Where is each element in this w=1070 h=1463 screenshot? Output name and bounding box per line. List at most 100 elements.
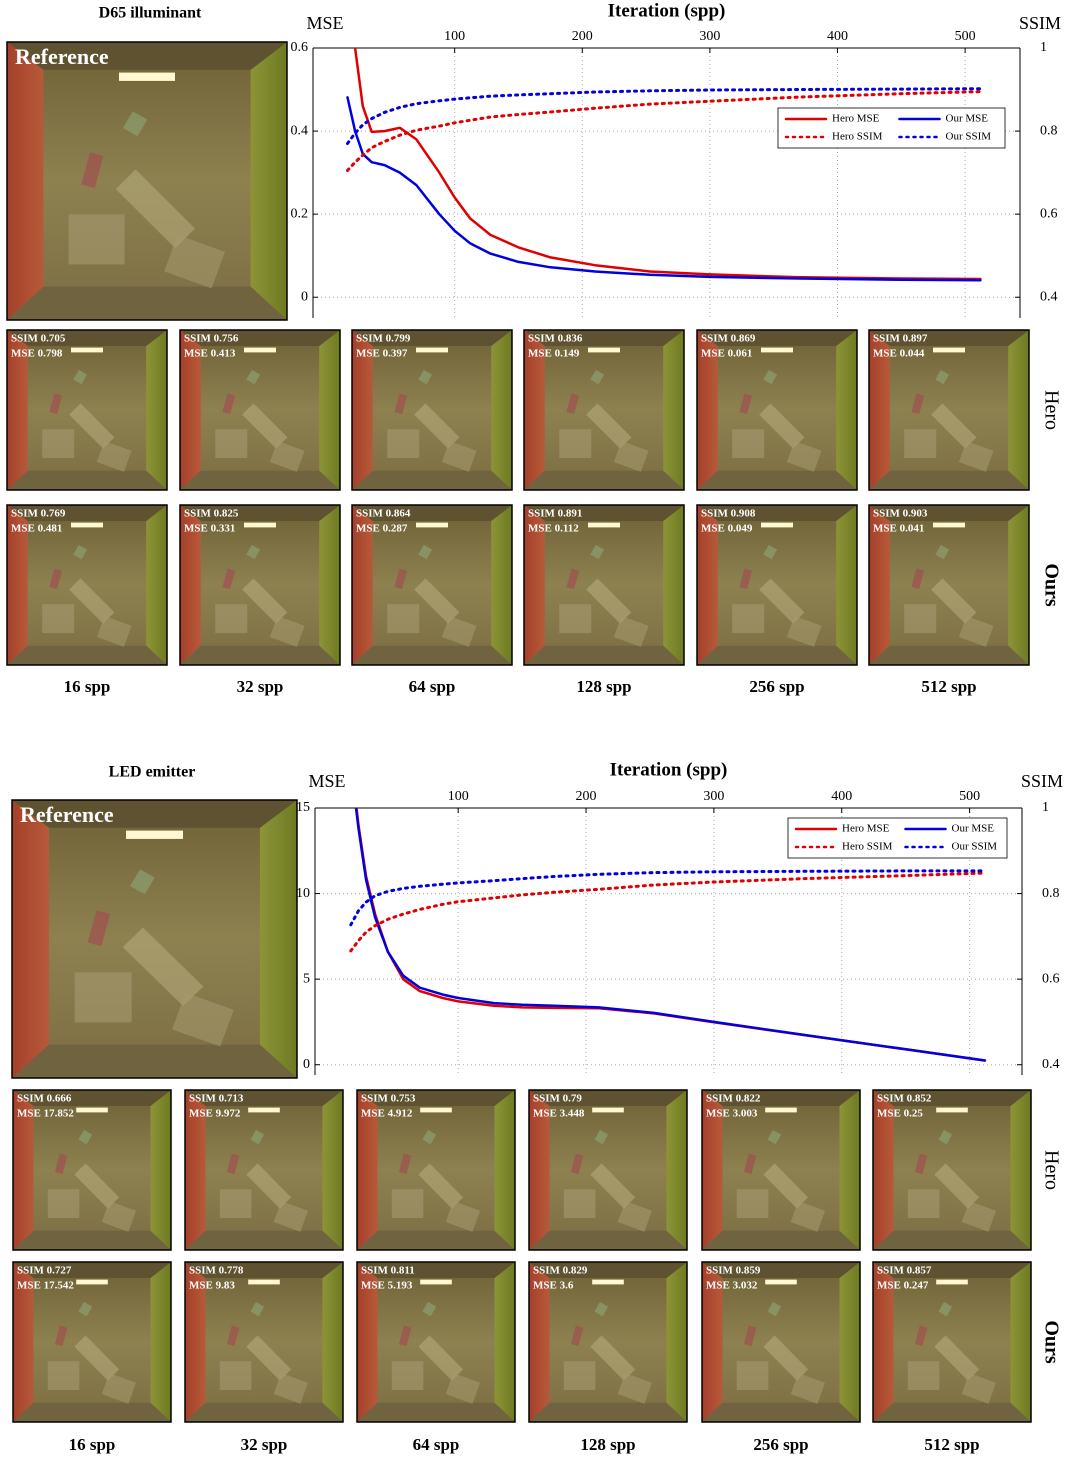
column-label: 64 spp	[413, 1435, 460, 1454]
legend-label: Our SSIM	[946, 131, 992, 143]
panel-title: LED emitter	[109, 764, 196, 781]
mse-label: MSE 0.149	[528, 348, 580, 360]
y2-tick-label: 0.4	[1040, 289, 1058, 304]
ssim-label: SSIM 0.864	[356, 508, 411, 520]
x-tick-label: 200	[572, 29, 593, 44]
column-label: 256 spp	[749, 677, 804, 696]
x-axis-title: Iteration (spp)	[608, 0, 726, 21]
ssim-label: SSIM 0.727	[17, 1265, 72, 1277]
ssim-label: SSIM 0.891	[528, 508, 582, 520]
ssim-label: SSIM 0.799	[356, 333, 411, 345]
render-image	[12, 800, 297, 1078]
y2-tick-label: 0.8	[1040, 123, 1058, 138]
mse-label: MSE 0.112	[528, 523, 579, 535]
column-label: 64 spp	[409, 677, 456, 696]
legend-label: Our MSE	[952, 823, 995, 835]
ssim-label: SSIM 0.859	[706, 1265, 761, 1277]
series-line	[351, 871, 985, 925]
legend-label: Hero MSE	[842, 823, 890, 835]
mse-label: MSE 0.041	[873, 523, 924, 535]
mse-label: MSE 0.061	[701, 348, 752, 360]
x-tick-label: 300	[699, 29, 720, 44]
legend-label: Hero SSIM	[832, 131, 883, 143]
ssim-label: SSIM 0.829	[533, 1265, 588, 1277]
x-tick-label: 500	[955, 29, 976, 44]
legend-label: Hero SSIM	[842, 841, 893, 853]
figure: D65 illuminantReferenceSSIM 0.705MSE 0.7…	[0, 0, 1070, 1463]
series-line	[351, 765, 985, 1061]
reference-label: Reference	[15, 44, 109, 69]
y2-tick-label: 0.4	[1042, 1057, 1060, 1072]
x-tick-label: 100	[444, 29, 465, 44]
column-label: 512 spp	[921, 677, 976, 696]
mse-label: MSE 0.331	[184, 523, 235, 535]
ssim-label: SSIM 0.811	[361, 1265, 415, 1277]
row-label: Ours	[1040, 563, 1062, 607]
column-label: 256 spp	[753, 1435, 808, 1454]
mse-label: MSE 0.798	[11, 348, 63, 360]
column-label: 128 spp	[576, 677, 631, 696]
ssim-label: SSIM 0.852	[877, 1093, 932, 1105]
mse-label: MSE 3.032	[706, 1280, 758, 1292]
y-tick-label: 15	[296, 800, 310, 815]
ssim-label: SSIM 0.756	[184, 333, 239, 345]
reference-label: Reference	[20, 802, 114, 827]
ssim-label: SSIM 0.778	[189, 1265, 244, 1277]
mse-label: MSE 5.193	[361, 1280, 413, 1292]
y2-axis-title: SSIM	[1019, 13, 1061, 33]
mse-label: MSE 0.044	[873, 348, 925, 360]
x-tick-label: 100	[448, 789, 469, 804]
y-axis-title: MSE	[308, 771, 345, 791]
mse-label: MSE 3.448	[533, 1108, 585, 1120]
legend-label: Our MSE	[946, 113, 989, 125]
legend-label: Our SSIM	[952, 841, 998, 853]
y-tick-label: 0	[301, 289, 308, 304]
y2-tick-label: 0.8	[1042, 886, 1060, 901]
y2-tick-label: 0.6	[1040, 206, 1058, 221]
render-image	[7, 42, 287, 320]
ssim-label: SSIM 0.897	[873, 333, 928, 345]
y2-tick-label: 0.6	[1042, 971, 1060, 986]
ssim-label: SSIM 0.825	[184, 508, 239, 520]
y-tick-label: 0.4	[291, 123, 309, 138]
column-label: 32 spp	[241, 1435, 288, 1454]
y2-axis-title: SSIM	[1021, 771, 1063, 791]
mse-label: MSE 0.25	[877, 1108, 923, 1120]
mse-label: MSE 0.049	[701, 523, 753, 535]
panel-title: D65 illuminant	[99, 5, 202, 22]
ssim-label: SSIM 0.857	[877, 1265, 932, 1277]
ssim-label: SSIM 0.869	[701, 333, 756, 345]
mse-label: MSE 0.481	[11, 523, 62, 535]
ssim-label: SSIM 0.903	[873, 508, 928, 520]
ssim-label: SSIM 0.908	[701, 508, 756, 520]
y-tick-label: 5	[303, 971, 310, 986]
mse-label: MSE 17.542	[17, 1280, 74, 1292]
x-tick-label: 300	[703, 789, 724, 804]
x-tick-label: 400	[827, 29, 848, 44]
ssim-label: SSIM 0.836	[528, 333, 583, 345]
column-label: 16 spp	[64, 677, 111, 696]
ssim-label: SSIM 0.769	[11, 508, 66, 520]
mse-label: MSE 9.972	[189, 1108, 241, 1120]
mse-label: MSE 0.287	[356, 523, 408, 535]
mse-label: MSE 3.6	[533, 1280, 574, 1292]
x-tick-label: 400	[831, 789, 852, 804]
ssim-label: SSIM 0.822	[706, 1093, 761, 1105]
ssim-label: SSIM 0.666	[17, 1093, 72, 1105]
mse-label: MSE 3.003	[706, 1108, 758, 1120]
mse-label: MSE 0.397	[356, 348, 408, 360]
y-tick-label: 0.6	[291, 40, 309, 55]
column-label: 16 spp	[69, 1435, 116, 1454]
x-tick-label: 500	[959, 789, 980, 804]
column-label: 128 spp	[580, 1435, 635, 1454]
x-axis-title: Iteration (spp)	[610, 759, 728, 780]
row-label: Hero	[1040, 1150, 1062, 1190]
series-line	[351, 873, 985, 951]
column-label: 32 spp	[237, 677, 284, 696]
ssim-label: SSIM 0.753	[361, 1093, 416, 1105]
row-label: Hero	[1040, 390, 1062, 430]
row-label: Ours	[1040, 1320, 1062, 1364]
y-axis-title: MSE	[306, 13, 343, 33]
legend-label: Hero MSE	[832, 113, 880, 125]
mse-label: MSE 0.413	[184, 348, 236, 360]
